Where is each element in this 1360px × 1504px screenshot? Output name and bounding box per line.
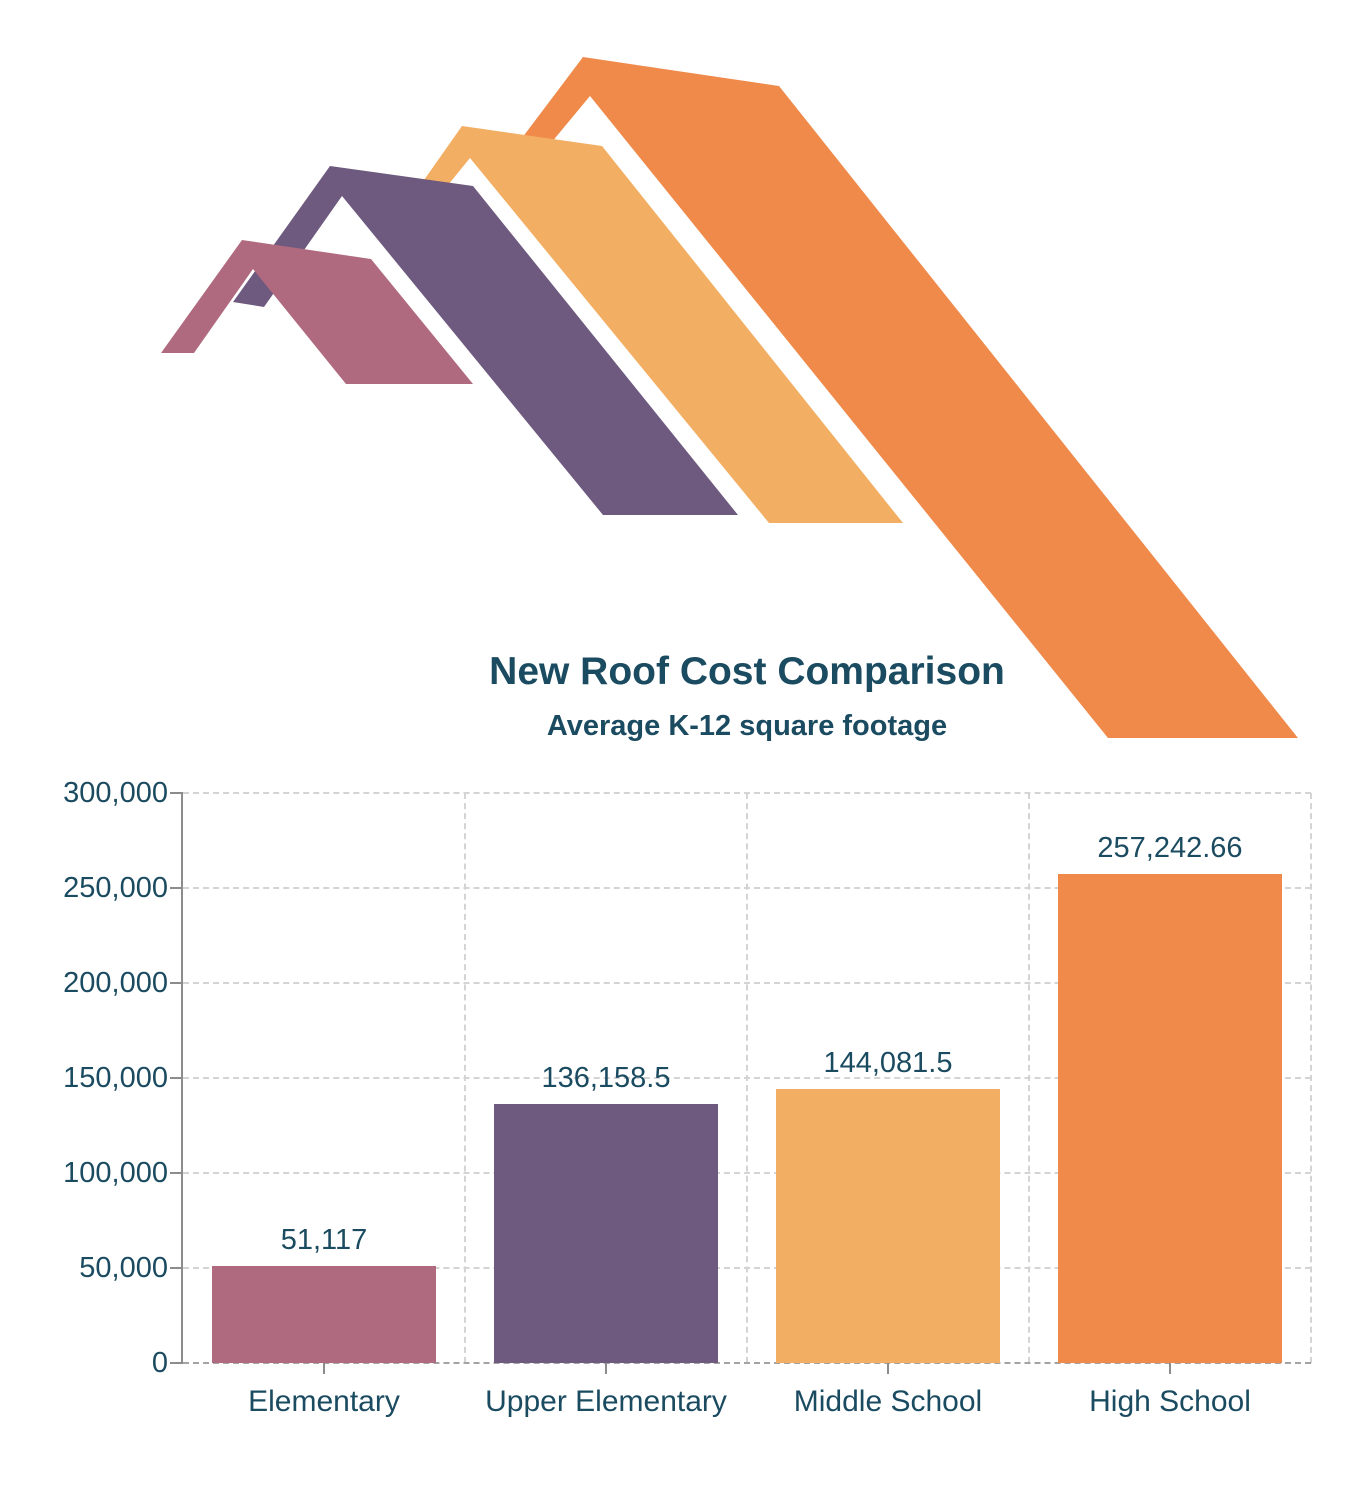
bar-value-label: 136,158.5 (541, 1062, 671, 1095)
gridline-vertical (1310, 793, 1312, 1363)
y-axis-line (181, 792, 183, 1364)
y-axis-tick (170, 982, 181, 984)
y-tick-label: 250,000 (63, 872, 168, 904)
y-axis-tick (170, 1172, 181, 1174)
y-tick-label: 100,000 (63, 1157, 168, 1189)
y-tick-label: 50,000 (79, 1252, 168, 1284)
y-tick-label: 0 (151, 1347, 168, 1379)
gridline-vertical (746, 793, 748, 1363)
roof-shape-yellow-icon (424, 126, 903, 523)
x-axis-tick (887, 1363, 889, 1374)
bar-high-school (1058, 874, 1282, 1363)
y-axis-tick (170, 1267, 181, 1269)
y-axis-tick (170, 1362, 181, 1364)
x-tick-label: Upper Elementary (485, 1385, 727, 1418)
gridline-vertical (464, 793, 466, 1363)
bar-value-label: 144,081.5 (823, 1047, 953, 1080)
x-tick-label: High School (1089, 1385, 1251, 1418)
x-axis-baseline (183, 1362, 1311, 1364)
bar-value-label: 51,117 (280, 1223, 368, 1256)
x-tick-label: Elementary (248, 1385, 400, 1418)
roof-logo (161, 57, 1298, 738)
roof-shape-mauve-icon (161, 240, 473, 384)
x-axis-tick (605, 1363, 607, 1374)
roof-shape-orange-icon (522, 57, 1298, 738)
y-tick-label: 300,000 (63, 777, 168, 809)
y-tick-label: 200,000 (63, 967, 168, 999)
x-axis-tick (1169, 1363, 1171, 1374)
x-axis-tick (323, 1363, 325, 1374)
y-axis-tick (170, 887, 181, 889)
bar-middle-school (776, 1089, 1000, 1363)
chart-title: New Roof Cost Comparison (489, 650, 1005, 693)
x-tick-label: Middle School (793, 1385, 983, 1418)
y-axis-tick (170, 1077, 181, 1079)
roof-shape-purple-icon (233, 166, 738, 515)
y-tick-label: 150,000 (63, 1062, 168, 1094)
gridline-vertical (1028, 793, 1030, 1363)
chart-subtitle: Average K-12 square footage (546, 710, 948, 742)
y-axis-tick (170, 792, 181, 794)
bar-elementary (212, 1265, 436, 1363)
bar-value-label: 257,242.66 (1097, 832, 1243, 865)
bar-upper-elementary (494, 1104, 718, 1363)
